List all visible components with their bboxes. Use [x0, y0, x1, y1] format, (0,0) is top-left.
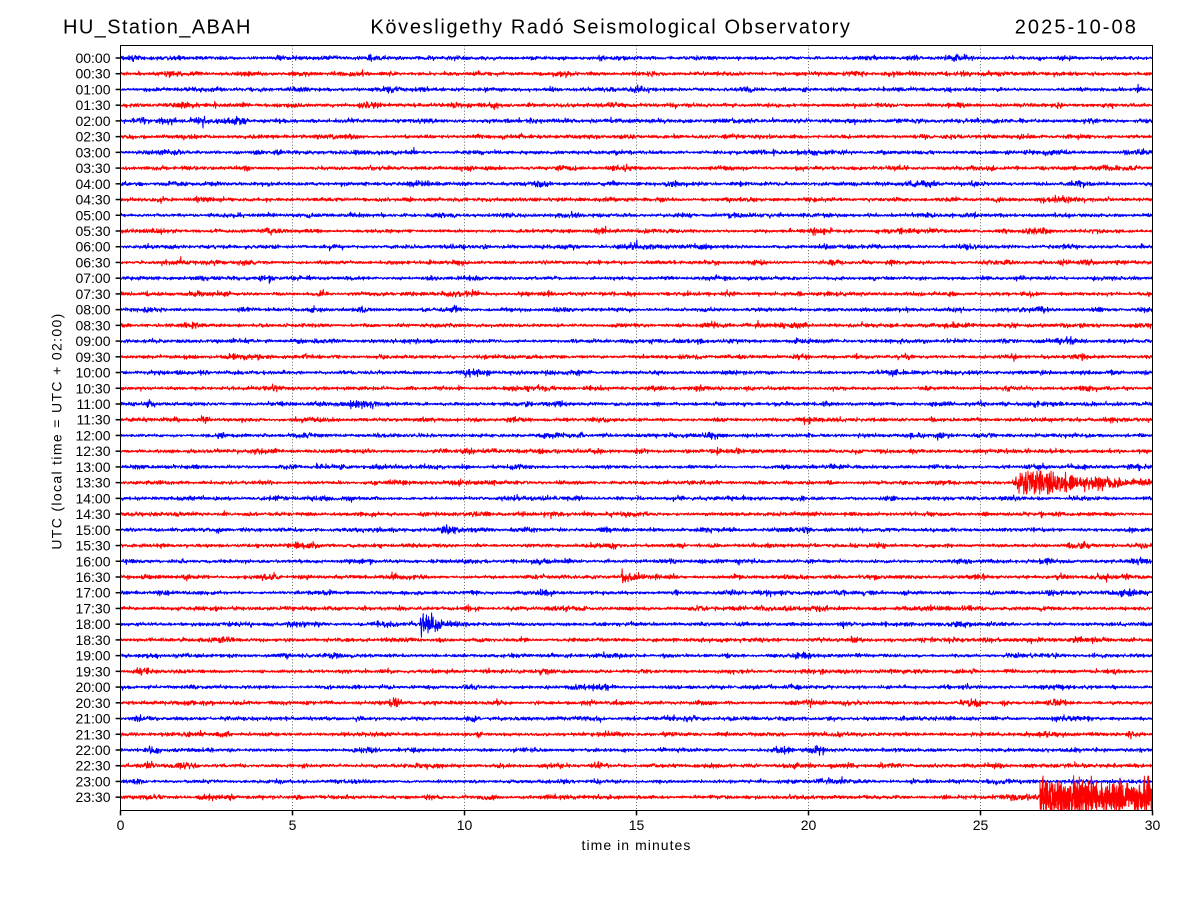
- svg-text:20:00: 20:00: [75, 679, 110, 695]
- svg-text:17:30: 17:30: [75, 600, 110, 616]
- svg-text:HU_Station_ABAH: HU_Station_ABAH: [63, 17, 252, 39]
- svg-text:15: 15: [629, 817, 645, 833]
- svg-text:10:30: 10:30: [75, 380, 110, 396]
- svg-text:08:30: 08:30: [75, 317, 110, 333]
- svg-text:00:30: 00:30: [75, 66, 110, 82]
- svg-text:04:30: 04:30: [75, 192, 110, 208]
- svg-text:16:30: 16:30: [75, 569, 110, 585]
- svg-text:22:00: 22:00: [75, 742, 110, 758]
- svg-text:14:00: 14:00: [75, 490, 110, 506]
- svg-text:15:30: 15:30: [75, 538, 110, 554]
- svg-text:5: 5: [289, 817, 297, 833]
- svg-text:18:30: 18:30: [75, 632, 110, 648]
- svg-text:07:30: 07:30: [75, 286, 110, 302]
- svg-text:05:30: 05:30: [75, 223, 110, 239]
- svg-text:21:00: 21:00: [75, 711, 110, 727]
- svg-text:11:30: 11:30: [77, 412, 111, 428]
- svg-text:23:30: 23:30: [75, 789, 110, 805]
- svg-text:08:00: 08:00: [75, 302, 110, 318]
- svg-text:2025-10-08: 2025-10-08: [1015, 17, 1138, 39]
- svg-text:09:30: 09:30: [75, 349, 110, 365]
- svg-text:23:00: 23:00: [75, 773, 110, 789]
- svg-text:00:00: 00:00: [75, 50, 110, 66]
- svg-text:Kövesligethy Radó Seismologica: Kövesligethy Radó Seismological Observat…: [370, 17, 851, 39]
- svg-text:12:30: 12:30: [75, 443, 110, 459]
- svg-text:13:00: 13:00: [75, 459, 110, 475]
- svg-text:17:00: 17:00: [75, 585, 110, 601]
- svg-text:30: 30: [1145, 817, 1161, 833]
- svg-text:18:00: 18:00: [75, 616, 110, 632]
- svg-text:10: 10: [457, 817, 473, 833]
- svg-text:13:30: 13:30: [75, 475, 110, 491]
- svg-text:15:00: 15:00: [75, 522, 110, 538]
- svg-text:10:00: 10:00: [75, 365, 110, 381]
- svg-text:03:30: 03:30: [75, 160, 110, 176]
- svg-text:21:30: 21:30: [75, 726, 110, 742]
- svg-text:06:30: 06:30: [75, 254, 110, 270]
- svg-text:20: 20: [801, 817, 817, 833]
- svg-text:20:30: 20:30: [75, 695, 110, 711]
- svg-text:01:00: 01:00: [75, 81, 110, 97]
- svg-text:03:00: 03:00: [75, 144, 110, 160]
- svg-text:19:00: 19:00: [75, 648, 110, 664]
- svg-text:12:00: 12:00: [75, 427, 110, 443]
- svg-text:22:30: 22:30: [75, 758, 110, 774]
- svg-text:02:30: 02:30: [75, 129, 110, 145]
- svg-text:time in minutes: time in minutes: [582, 837, 692, 853]
- svg-text:25: 25: [973, 817, 989, 833]
- svg-text:11:00: 11:00: [77, 396, 111, 412]
- svg-text:0: 0: [117, 817, 125, 833]
- svg-text:04:00: 04:00: [75, 176, 110, 192]
- svg-text:05:00: 05:00: [75, 207, 110, 223]
- svg-text:14:30: 14:30: [75, 506, 110, 522]
- svg-text:09:00: 09:00: [75, 333, 110, 349]
- svg-text:16:00: 16:00: [75, 553, 110, 569]
- svg-text:02:00: 02:00: [75, 113, 110, 129]
- svg-text:06:00: 06:00: [75, 239, 110, 255]
- svg-text:07:00: 07:00: [75, 270, 110, 286]
- svg-text:01:30: 01:30: [75, 97, 110, 113]
- svg-text:UTC (local time = UTC + 02:00): UTC (local time = UTC + 02:00): [49, 312, 65, 549]
- svg-text:19:30: 19:30: [75, 663, 110, 679]
